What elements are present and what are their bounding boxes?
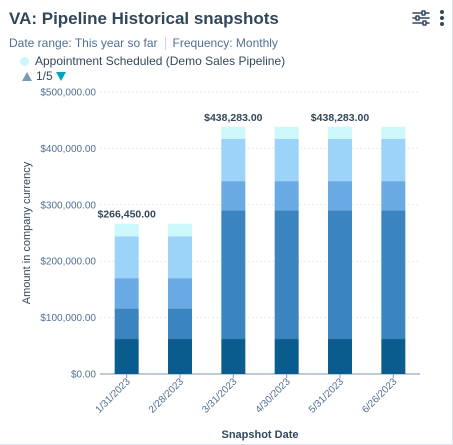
chart-legend[interactable]: Appointment Scheduled (Demo Sales Pipeli… xyxy=(20,54,285,68)
bar-segment xyxy=(381,126,406,139)
bar-segment xyxy=(381,210,406,340)
bar-segment xyxy=(168,308,192,340)
legend-pager: 1/5 xyxy=(22,69,66,83)
x-tick-label: 4/30/2023 xyxy=(254,376,294,416)
bar-segment xyxy=(328,210,352,340)
x-tick-label: 5/31/2023 xyxy=(307,376,347,416)
bar-segment xyxy=(328,126,352,139)
legend-swatch xyxy=(20,56,29,66)
bar-total-label: $438,283.00 xyxy=(311,112,370,124)
bar-segment xyxy=(221,138,246,182)
bar-segment xyxy=(274,210,299,340)
y-tick-label: $100,000.00 xyxy=(40,313,96,324)
x-tick-label: 1/31/2023 xyxy=(94,376,134,416)
y-tick-label: $300,000.00 xyxy=(40,200,96,211)
bar-segment xyxy=(114,339,139,374)
bar-segment xyxy=(381,339,406,374)
y-tick-label: $400,000.00 xyxy=(40,144,96,155)
legend-label: Appointment Scheduled (Demo Sales Pipeli… xyxy=(35,54,286,68)
bar-segment xyxy=(168,339,192,374)
sliders-icon[interactable] xyxy=(412,10,430,26)
report-title[interactable]: VA: Pipeline Historical snapshots xyxy=(9,9,279,28)
bar-segment xyxy=(221,181,246,211)
date-range-text: Date range: This year so far xyxy=(9,36,158,50)
bar-segment xyxy=(168,278,192,309)
legend-page-indicator: 1/5 xyxy=(36,69,53,83)
y-axis-title: Amount in company currency xyxy=(21,161,33,304)
vertical-ellipsis-icon[interactable] xyxy=(438,9,446,27)
legend-prev-arrow-icon[interactable] xyxy=(22,71,32,81)
bar-segment xyxy=(114,223,139,237)
legend-next-arrow-icon[interactable] xyxy=(55,71,66,81)
bar-segment xyxy=(381,138,406,182)
y-tick-label: $0.00 xyxy=(71,370,96,381)
bar-segment xyxy=(221,210,246,340)
bar-total-label: $438,283.00 xyxy=(204,112,263,124)
x-tick-label: 3/31/2023 xyxy=(200,376,240,416)
meta-divider xyxy=(164,36,166,50)
bar-segment xyxy=(274,126,299,139)
y-tick-label: $500,000.00 xyxy=(40,88,96,99)
bar-segment xyxy=(328,138,352,182)
report-meta: Date range: This year so far Frequency: … xyxy=(9,36,278,50)
bar-segment xyxy=(221,339,246,374)
bar-segment xyxy=(328,181,352,211)
x-tick-label: 6/26/2023 xyxy=(360,376,400,416)
bar-segment xyxy=(221,126,246,139)
bar-segment xyxy=(381,181,406,211)
bar-total-label: $266,450.00 xyxy=(97,209,156,221)
y-tick-label: $200,000.00 xyxy=(40,257,96,268)
frequency-text: Frequency: Monthly xyxy=(172,36,278,50)
bar-segment xyxy=(114,308,139,340)
bar-segment xyxy=(168,236,192,279)
bar-segment xyxy=(328,339,352,374)
bar-segment xyxy=(114,278,139,309)
x-axis-title: Snapshot Date xyxy=(221,429,298,441)
x-tick-label: 2/28/2023 xyxy=(147,376,187,416)
bar-segment xyxy=(274,339,299,374)
bar-segment xyxy=(114,236,139,279)
bar-segment xyxy=(274,138,299,182)
bar-segment xyxy=(168,223,192,237)
bar-segment xyxy=(274,181,299,211)
